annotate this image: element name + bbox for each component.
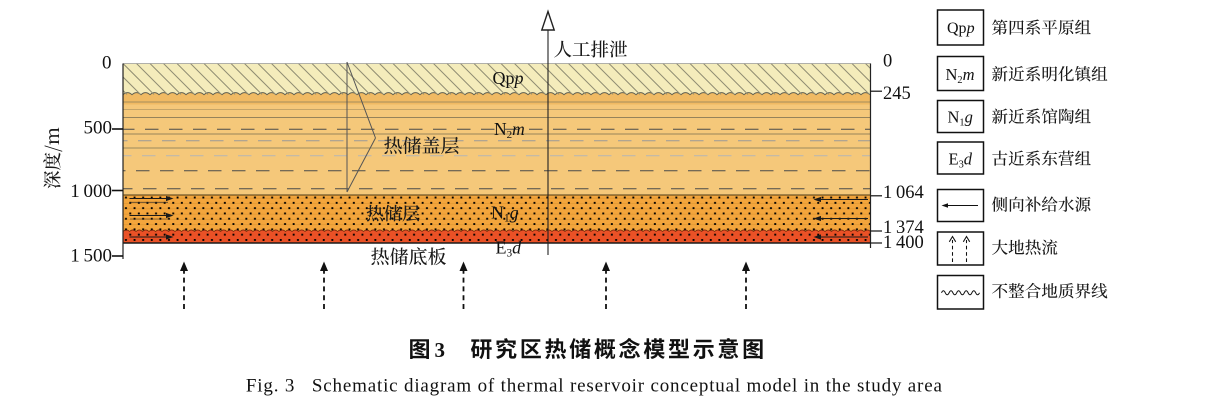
svg-text:0: 0 [102, 53, 112, 74]
svg-text:500: 500 [84, 118, 113, 139]
svg-text:Qpp: Qpp [947, 20, 975, 37]
svg-text:245: 245 [883, 84, 911, 104]
svg-text:Fig. 3 Schematic diagram of: Fig. 3 Schematic diagram of thermal rese… [246, 376, 943, 397]
svg-text:N2m: N2m [494, 119, 525, 141]
svg-text:1 500: 1 500 [70, 246, 112, 267]
svg-text:N1g: N1g [948, 108, 973, 129]
svg-text:0: 0 [883, 52, 892, 72]
svg-text:E3d: E3d [949, 150, 973, 171]
svg-text:1 000: 1 000 [70, 181, 112, 202]
svg-text:E3d: E3d [496, 238, 523, 260]
svg-text:N1g: N1g [491, 203, 519, 225]
svg-text:Qpp: Qpp [493, 68, 524, 88]
svg-text:N2m: N2m [946, 65, 975, 86]
svg-text:1 400: 1 400 [883, 233, 924, 253]
svg-text:3: 3 [435, 338, 446, 362]
svg-text:1 374: 1 374 [883, 218, 924, 238]
svg-text:1 064: 1 064 [883, 183, 924, 203]
